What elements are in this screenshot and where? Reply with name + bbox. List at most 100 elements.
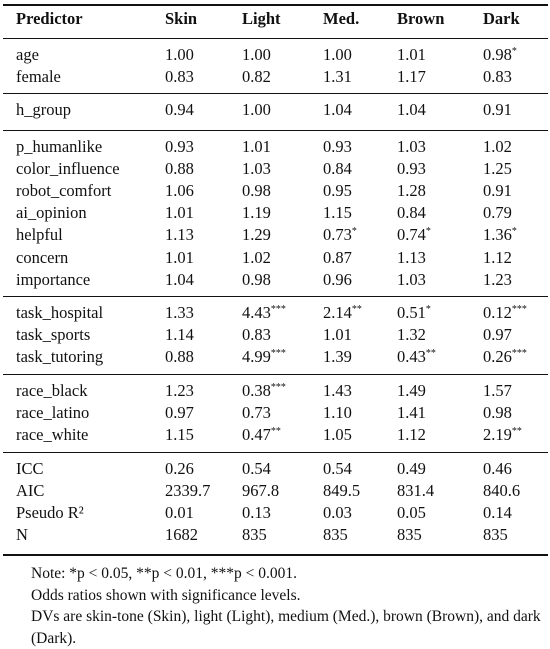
table-row: color_influence 0.88 1.03 0.84 0.93 1.25 <box>0 158 550 180</box>
header-cell: Dark <box>483 9 520 28</box>
significance-stars: ** <box>270 426 281 438</box>
predictor-label: robot_comfort <box>16 181 112 201</box>
top-rule <box>3 4 548 6</box>
group-rule <box>3 374 548 375</box>
odds-ratio-value: 835 <box>397 525 422 545</box>
odds-ratio-cell: 1.57 <box>483 380 512 402</box>
odds-ratio-cell: 0.47** <box>242 424 281 446</box>
odds-ratio-value: 1.02 <box>483 137 512 156</box>
odds-ratio-value: 1.14 <box>165 325 194 345</box>
odds-ratio-value: 0.05 <box>397 503 426 523</box>
predictor-label: race_white <box>16 425 89 445</box>
odds-ratio-value: 1.04 <box>165 269 194 289</box>
odds-ratio-cell: 835 <box>242 524 267 546</box>
predictor-label: h_group <box>16 100 71 119</box>
odds-ratio-cell: 835 <box>397 524 422 546</box>
table-row: race_latino 0.97 0.73 1.10 1.41 0.98 <box>0 402 550 424</box>
odds-ratio-value: 1682 <box>165 525 198 545</box>
odds-ratio-cell: 0.84 <box>323 158 352 180</box>
odds-ratio-cell: 0.83 <box>242 324 271 346</box>
odds-ratio-value: 1.49 <box>397 381 426 400</box>
odds-ratio-cell: 1.29 <box>242 224 271 246</box>
odds-ratio-value: 1.04 <box>397 100 426 119</box>
odds-ratio-value: 1.15 <box>165 425 194 445</box>
group-rule <box>3 296 548 297</box>
table-row: female 0.83 0.82 1.31 1.17 0.83 <box>0 66 550 88</box>
odds-ratio-cell: 1.43 <box>323 380 352 402</box>
odds-ratio-value: 0.91 <box>483 100 512 119</box>
odds-ratio-cell: 1.12 <box>397 424 426 446</box>
odds-ratio-cell: 0.82 <box>242 66 271 88</box>
odds-ratio-value: 1.00 <box>242 45 271 64</box>
odds-ratio-cell: 0.12*** <box>483 302 527 324</box>
odds-ratio-value: 1.13 <box>165 225 194 245</box>
table-row: p_humanlike 0.93 1.01 0.93 1.03 1.02 <box>0 136 550 158</box>
odds-ratio-value: 0.13 <box>242 503 271 523</box>
odds-ratio-cell: 1.06 <box>165 180 194 202</box>
odds-ratio-cell: 1.10 <box>323 402 352 424</box>
odds-ratio-cell: 0.97 <box>165 402 194 424</box>
odds-ratio-cell: 0.54 <box>242 458 271 480</box>
odds-ratio-value: 1.02 <box>242 247 271 267</box>
odds-ratio-cell: 0.43** <box>397 346 436 368</box>
odds-ratio-cell: 1.01 <box>397 44 426 66</box>
odds-ratio-cell: 0.26 <box>165 458 194 480</box>
odds-ratio-cell: 0.49 <box>397 458 426 480</box>
odds-ratio-value: 0.79 <box>483 203 512 223</box>
odds-ratio-value: 0.54 <box>323 459 352 478</box>
group-rule <box>3 452 548 453</box>
odds-ratio-cell: 1.32 <box>397 324 426 346</box>
odds-ratio-value: 2.19 <box>483 425 512 445</box>
odds-ratio-value: 1.06 <box>165 181 194 201</box>
odds-ratio-cell: 0.91 <box>483 99 512 121</box>
odds-ratio-cell: 0.14 <box>483 502 512 524</box>
odds-ratio-cell: 0.46 <box>483 458 512 480</box>
odds-ratio-cell: 2.14** <box>323 302 362 324</box>
odds-ratio-value: 0.95 <box>323 181 352 201</box>
odds-ratio-cell: 1.28 <box>397 180 426 202</box>
table-row: h_group 0.94 1.00 1.04 1.04 0.91 <box>0 99 550 121</box>
odds-ratio-value: 1.25 <box>483 159 512 179</box>
odds-ratio-value: 0.83 <box>242 325 271 345</box>
significance-stars: * <box>351 226 357 238</box>
significance-stars: *** <box>511 348 527 360</box>
significance-stars: * <box>425 226 431 238</box>
odds-ratio-value: 0.03 <box>323 503 352 523</box>
predictor-label: helpful <box>16 225 63 245</box>
odds-ratio-cell: 0.91 <box>483 180 512 202</box>
predictor-label: ai_opinion <box>16 203 87 223</box>
odds-ratio-value: 0.84 <box>323 159 352 179</box>
odds-ratio-cell: 0.96 <box>323 269 352 291</box>
odds-ratio-cell: 0.03 <box>323 502 352 524</box>
significance-stars: *** <box>270 348 286 360</box>
odds-ratio-cell: 1.17 <box>397 66 426 88</box>
odds-ratio-cell: 1.00 <box>242 44 271 66</box>
table-row: ICC 0.26 0.54 0.54 0.49 0.46 <box>0 458 550 480</box>
odds-ratio-value: 0.84 <box>397 203 426 223</box>
odds-ratio-value: 0.88 <box>165 159 194 179</box>
odds-ratio-cell: 1.49 <box>397 380 426 402</box>
odds-ratio-value: 831.4 <box>397 481 435 501</box>
odds-ratio-cell: 0.73 <box>242 402 271 424</box>
odds-ratio-cell: 0.93 <box>397 158 426 180</box>
header-row: Predictor Skin Light Med. Brown Dark <box>0 8 550 30</box>
predictor-label: race_latino <box>16 403 90 423</box>
odds-ratio-value: 1.23 <box>483 269 512 289</box>
odds-ratio-value: 0.01 <box>165 503 194 523</box>
odds-ratio-value: 1.01 <box>242 137 271 156</box>
table-row: robot_comfort 1.06 0.98 0.95 1.28 0.91 <box>0 180 550 202</box>
odds-ratio-cell: 1.04 <box>323 99 352 121</box>
odds-ratio-value: 0.12 <box>483 303 512 322</box>
odds-ratio-value: 1.36 <box>483 225 512 245</box>
odds-ratio-cell: 0.83 <box>483 66 512 88</box>
significance-stars: * <box>425 304 431 315</box>
odds-ratio-value: 967.8 <box>242 481 280 501</box>
odds-ratio-value: 1.01 <box>165 247 194 267</box>
odds-ratio-value: 1.17 <box>397 67 426 87</box>
odds-ratio-value: 1.41 <box>397 403 426 423</box>
odds-ratio-cell: 1.19 <box>242 202 271 224</box>
odds-ratio-cell: 1.23 <box>165 380 194 402</box>
odds-ratio-value: 1.28 <box>397 181 426 201</box>
odds-ratio-value: 0.88 <box>165 347 194 367</box>
odds-ratio-value: 835 <box>323 525 348 545</box>
